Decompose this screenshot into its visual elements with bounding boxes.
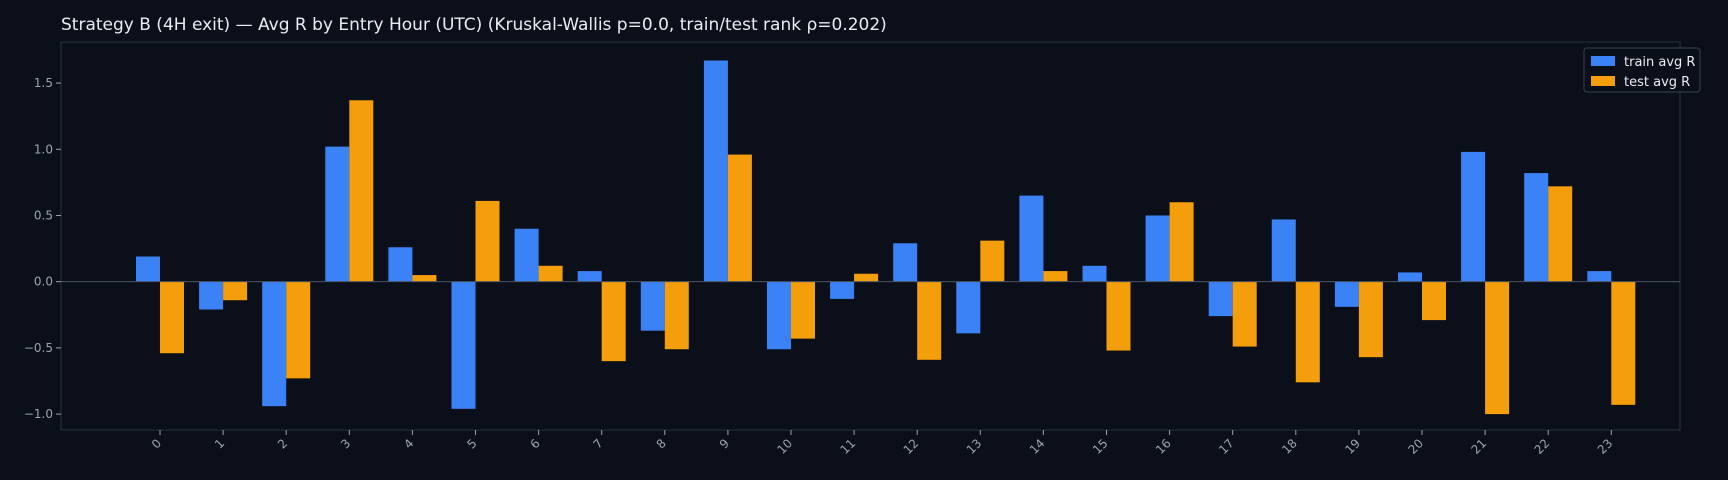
y-tick-label: 1.0 <box>34 142 53 156</box>
test-bar-9 <box>727 154 752 282</box>
test-bar-1 <box>223 281 248 301</box>
train-bar-11 <box>830 281 855 299</box>
train-bar-20 <box>1398 272 1422 282</box>
test-bar-10 <box>791 281 815 339</box>
train-bar-19 <box>1334 281 1359 307</box>
train-bar-4 <box>388 247 413 282</box>
test-bar-14 <box>1043 271 1068 282</box>
test-bar-18 <box>1295 281 1320 383</box>
train-bar-5 <box>451 281 476 409</box>
train-bar-0 <box>136 256 160 282</box>
test-bar-15 <box>1106 281 1131 351</box>
y-tick-label: −0.5 <box>24 341 53 355</box>
legend-label: test avg R <box>1624 75 1690 90</box>
train-bar-15 <box>1082 265 1107 282</box>
legend-label: train avg R <box>1624 55 1695 70</box>
train-bar-1 <box>199 281 224 310</box>
train-bar-6 <box>514 228 539 282</box>
legend: train avg R test avg R <box>1583 47 1701 93</box>
bars <box>136 60 1636 415</box>
test-bar-13 <box>980 240 1005 282</box>
train-bar-12 <box>893 243 918 282</box>
y-axis: −1.0 −0.5 0.0 0.5 1.0 1.5 <box>24 76 61 421</box>
test-bar-20 <box>1422 281 1446 321</box>
test-bar-19 <box>1358 281 1383 358</box>
train-bar-8 <box>640 281 665 331</box>
test-bar-5 <box>475 200 500 282</box>
train-bar-18 <box>1271 219 1296 282</box>
train-bar-16 <box>1145 215 1170 282</box>
test-bar-22 <box>1548 186 1573 282</box>
test-bar-6 <box>538 265 563 282</box>
train-bar-3 <box>325 146 350 282</box>
train-bar-7 <box>577 271 602 282</box>
train-bar-2 <box>262 281 287 407</box>
test-bar-16 <box>1169 202 1194 282</box>
train-bar-21 <box>1461 151 1486 282</box>
y-tick-label: 0.0 <box>34 275 53 289</box>
test-bar-23 <box>1611 281 1636 405</box>
legend-swatch <box>1591 76 1615 86</box>
test-bar-0 <box>160 281 184 354</box>
test-bar-8 <box>664 281 689 350</box>
train-bar-23 <box>1587 271 1612 282</box>
test-bar-2 <box>286 281 311 379</box>
y-tick-label: 0.5 <box>34 208 53 222</box>
train-bar-22 <box>1524 173 1549 282</box>
train-bar-13 <box>956 281 981 334</box>
y-tick-label: 1.5 <box>34 76 53 90</box>
test-bar-3 <box>349 100 374 282</box>
test-bar-12 <box>917 281 942 360</box>
legend-swatch <box>1591 56 1615 66</box>
train-bar-17 <box>1208 281 1233 317</box>
y-tick-label: −1.0 <box>24 407 53 421</box>
test-bar-7 <box>601 281 626 362</box>
test-bar-17 <box>1232 281 1257 347</box>
test-bar-11 <box>854 273 879 282</box>
axes-frame <box>60 41 1681 431</box>
test-bar-4 <box>412 275 437 282</box>
chart-title: Strategy B (4H exit) — Avg R by Entry Ho… <box>61 15 887 35</box>
test-bar-21 <box>1485 281 1510 415</box>
train-bar-9 <box>703 60 728 282</box>
train-bar-14 <box>1019 195 1044 282</box>
train-bar-10 <box>767 281 791 350</box>
